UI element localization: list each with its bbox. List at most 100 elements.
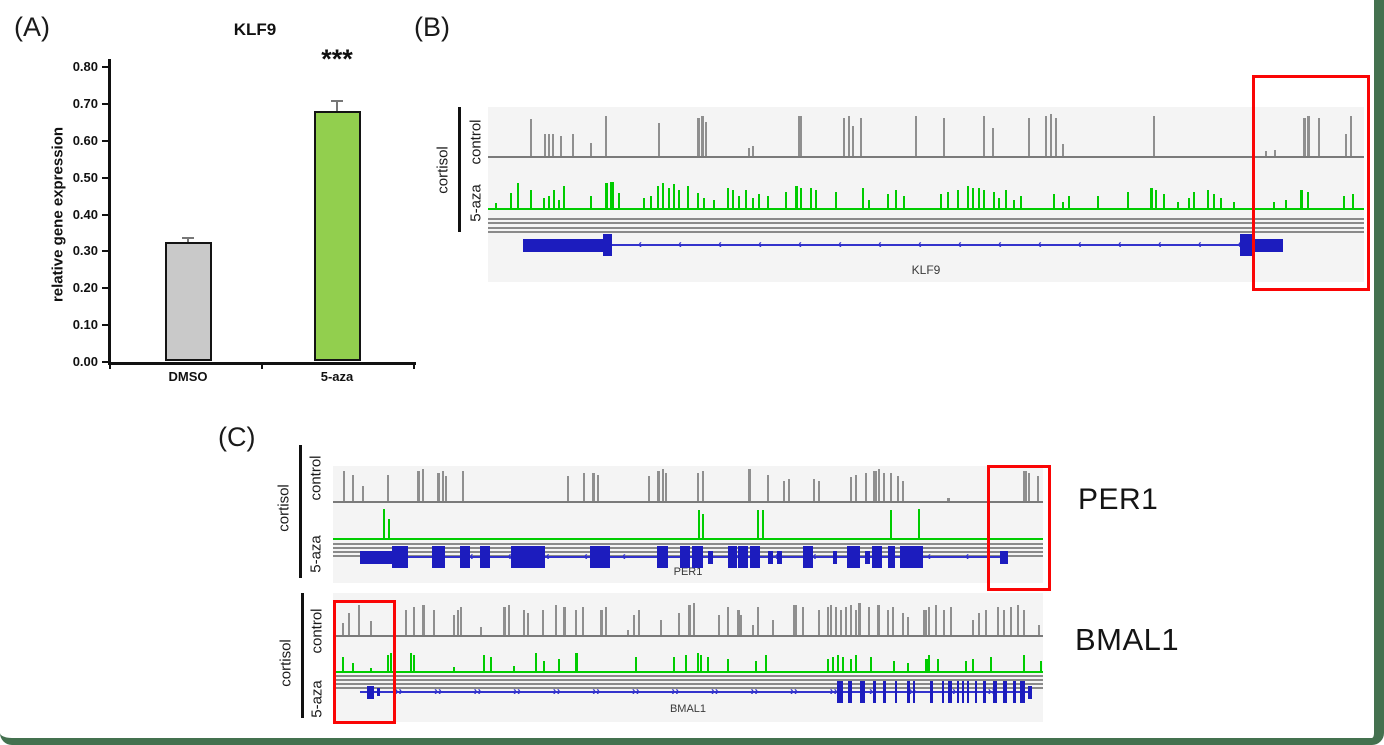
treated-signal-bar	[940, 194, 943, 208]
treated-track-baseline	[333, 671, 1043, 673]
control-signal-bar	[736, 610, 740, 635]
treated-signal-bar	[558, 200, 561, 208]
gene-exon	[1003, 681, 1007, 703]
control-signal-bar	[1061, 144, 1064, 156]
control-signal-bar	[702, 471, 705, 501]
control-signal-bar	[1010, 607, 1013, 635]
data-bar-dmso	[164, 242, 212, 361]
gene-direction-arrow: ‹	[965, 549, 970, 563]
treated-signal-bar	[827, 659, 830, 671]
treated-signal-bar	[530, 190, 533, 208]
treated-signal-bar	[509, 193, 512, 208]
control-signal-bar	[1045, 116, 1048, 156]
control-signal-bar	[982, 116, 985, 156]
treated-signal-bar	[784, 192, 787, 208]
gene-direction-arrow: ‹	[1037, 237, 1042, 251]
gene-direction-arrow: ‹	[774, 549, 788, 563]
treated-signal-bar	[589, 196, 592, 208]
gene-exon	[367, 685, 375, 699]
gene-direction-arrow: ‹	[637, 237, 642, 251]
treated-signal-bar	[967, 186, 970, 208]
control-signal-bar	[817, 481, 820, 501]
control-signal-bar	[1054, 118, 1057, 156]
chart-title: KLF9	[233, 20, 277, 39]
control-signal-bar	[844, 607, 847, 635]
control-signal-bar	[1023, 610, 1026, 635]
treated-signal-bar	[543, 661, 546, 671]
treated-signal-bar	[1272, 202, 1275, 208]
treated-signal-bar	[799, 188, 802, 208]
treated-signal-bar	[662, 183, 665, 208]
per1-gene-name: PER1	[673, 566, 703, 578]
treated-signal-bar	[837, 655, 840, 671]
group-label-cortisol: cortisol	[434, 146, 452, 194]
treated-signal-bar	[1096, 196, 1099, 208]
separator-line	[333, 675, 1043, 681]
treated-signal-bar	[702, 514, 705, 538]
gene-exon	[930, 681, 933, 703]
gene-direction-arrow: ‹	[757, 237, 762, 251]
control-signal-bar	[404, 610, 407, 635]
treated-signal-bar	[1162, 194, 1165, 208]
control-signal-bar	[766, 475, 769, 501]
control-signal-bar	[661, 469, 664, 501]
control-signal-bar	[1036, 476, 1039, 501]
treated-signal-bar	[925, 659, 929, 671]
treated-signal-bar	[1193, 192, 1196, 208]
control-signal-bar	[633, 615, 636, 635]
gene-direction-arrow: ‹	[583, 549, 588, 563]
control-signal-bar	[592, 473, 596, 501]
control-signal-bar	[604, 607, 607, 635]
y-tick-label: 0.00	[72, 354, 98, 369]
cortisol-bracket	[299, 445, 302, 578]
treated-signal-bar	[605, 183, 609, 208]
gene-direction-arrow: ‹	[1157, 237, 1162, 251]
treated-signal-bar	[543, 198, 546, 208]
control-signal-bar	[717, 615, 720, 635]
y-tick-label: 0.40	[72, 206, 98, 222]
treated-signal-bar	[657, 186, 660, 208]
error-bar-stem	[187, 238, 189, 243]
treated-signal-bar	[886, 194, 889, 208]
y-tick-label: 0.10	[72, 317, 98, 333]
control-signal-bar	[927, 607, 930, 635]
control-signal-bar	[848, 116, 851, 156]
control-signal-bar	[386, 475, 389, 501]
gene-exon	[1013, 681, 1016, 703]
control-signal-bar	[697, 473, 700, 501]
treated-signal-bar	[1342, 196, 1345, 208]
gene-exon	[837, 681, 843, 703]
treated-signal-bar	[810, 188, 813, 208]
control-signal-bar	[812, 479, 815, 501]
control-signal-bar	[678, 613, 681, 635]
gene-exon	[768, 550, 774, 564]
treated-signal-bar	[452, 667, 455, 671]
gene-direction-arrow: ‹	[469, 549, 474, 563]
treated-signal-bar	[1220, 198, 1223, 208]
track-label-control: control	[467, 119, 485, 165]
treated-signal-bar	[634, 657, 637, 671]
gene-exon	[511, 546, 546, 568]
cortisol-bracket	[301, 593, 304, 718]
gene-exon	[883, 681, 887, 703]
treated-signal-bar	[1126, 192, 1129, 208]
gene-direction-arrow: ‹	[997, 237, 1002, 251]
treated-signal-bar	[1213, 194, 1216, 208]
per1-highlight-box	[987, 465, 1051, 591]
gene-exon	[847, 546, 860, 568]
group-label-cortisol: cortisol	[277, 639, 295, 687]
control-signal-bar	[890, 473, 893, 501]
control-signal-bar	[842, 118, 845, 156]
control-signal-bar	[665, 473, 668, 501]
gene-direction-arrow: ‹	[957, 237, 962, 251]
treated-signal-bar	[972, 659, 974, 671]
treated-signal-bar	[764, 655, 767, 671]
treated-signal-bar	[1187, 198, 1190, 208]
gene-direction-arrow: ‹	[1117, 237, 1122, 251]
control-signal-bar	[802, 607, 805, 635]
control-signal-bar	[352, 475, 355, 501]
control-signal-bar	[876, 605, 880, 635]
control-signal-bar	[849, 605, 852, 635]
control-signal-bar	[575, 610, 578, 635]
